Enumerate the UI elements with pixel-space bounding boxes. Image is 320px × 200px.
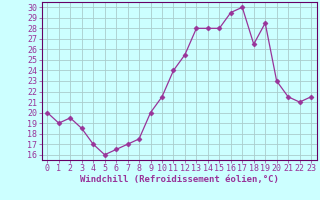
- X-axis label: Windchill (Refroidissement éolien,°C): Windchill (Refroidissement éolien,°C): [80, 175, 279, 184]
